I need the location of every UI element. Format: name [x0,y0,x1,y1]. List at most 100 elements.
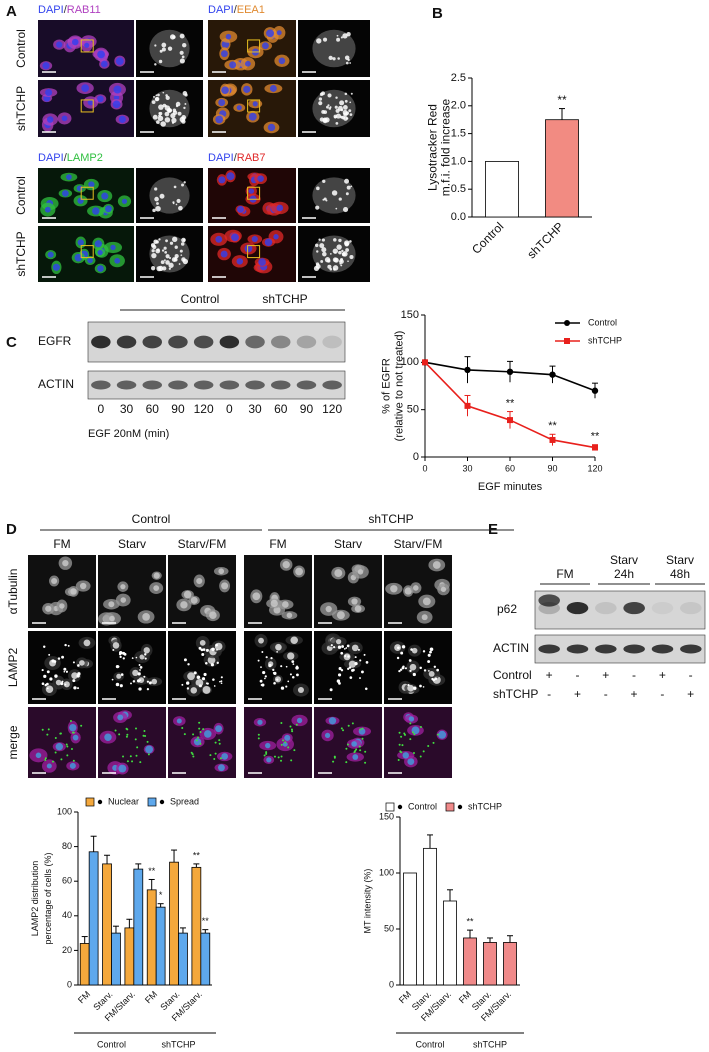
puncta [118,733,121,736]
puncta [172,236,178,242]
puncta [332,57,336,61]
band [142,335,163,349]
puncta [268,663,272,668]
inset-box [80,245,94,259]
nucleus [72,734,79,741]
puncta [272,671,275,674]
puncta [198,721,201,724]
sign: + [546,668,553,682]
puncta [169,34,176,40]
puncta [343,647,346,650]
band [651,644,674,654]
puncta [77,664,80,667]
lane-label: 0 [98,402,105,416]
puncta [181,183,185,187]
puncta [126,733,129,736]
nucleus [97,95,104,103]
nucleus [276,204,284,212]
puncta [335,108,340,113]
header-part: / [234,4,238,16]
nucleus [297,686,304,694]
nucleus [402,752,409,759]
puncta [205,661,208,665]
puncta [354,662,358,666]
puncta [265,656,268,659]
group-label: Control [181,292,220,306]
y-tick-label: 150 [379,811,394,821]
nucleus [412,585,419,591]
nucleus [266,757,272,763]
y-tick-label: 0 [67,979,72,989]
puncta [181,55,185,59]
nucleus [97,250,103,256]
nucleus [354,605,362,613]
nucleus [44,206,51,213]
puncta [146,688,150,691]
nucleus [143,647,150,654]
puncta [409,738,412,741]
puncta [316,38,322,44]
nucleus [215,725,223,733]
puncta [409,669,412,673]
nucleus [187,672,195,681]
puncta [293,749,296,752]
puncta [154,187,158,191]
puncta [66,754,69,757]
x-tick-label: 60 [505,463,515,473]
puncta [179,50,184,55]
puncta [158,104,164,110]
puncta [345,61,349,65]
lane-label: 90 [171,402,185,416]
puncta [318,238,321,241]
puncta [434,677,438,681]
puncta [333,238,337,242]
puncta [273,755,276,758]
point [507,417,513,424]
puncta [419,755,422,758]
band [219,380,240,390]
puncta [154,44,157,47]
band [566,644,589,654]
puncta [349,101,352,104]
header-part: DAPI [208,4,234,16]
nucleus [66,174,72,180]
legend-label: Spread [170,796,199,806]
nucleus [97,265,104,272]
puncta [165,94,168,97]
point [464,402,471,409]
puncta [165,95,170,100]
puncta [214,741,217,744]
nucleus [104,733,112,741]
column-label: Starv [118,537,146,551]
puncta [319,92,324,96]
x-tick-label: shTCHP [524,219,566,261]
puncta [349,254,354,260]
puncta [183,106,186,110]
band-label: EGFR [38,334,72,348]
puncta [135,656,138,659]
puncta [321,109,326,114]
nucleus [266,29,275,38]
significance: ** [557,93,567,107]
puncta [144,657,147,660]
puncta [355,748,358,751]
puncta [136,746,139,749]
sign: + [631,687,638,701]
nucleus [287,652,295,660]
puncta [77,672,81,676]
puncta [126,728,129,731]
puncta [213,685,216,687]
puncta [345,192,349,196]
inset-box [80,99,94,113]
puncta [259,679,263,683]
nucleus [404,587,412,595]
puncta [199,731,202,734]
nucleus [117,714,124,721]
puncta [347,655,350,658]
nucleus [276,30,282,36]
nucleus [63,681,70,688]
nucleus [269,85,277,92]
band [245,335,265,349]
y-tick-label: 50 [407,404,419,416]
nucleus [112,642,120,649]
